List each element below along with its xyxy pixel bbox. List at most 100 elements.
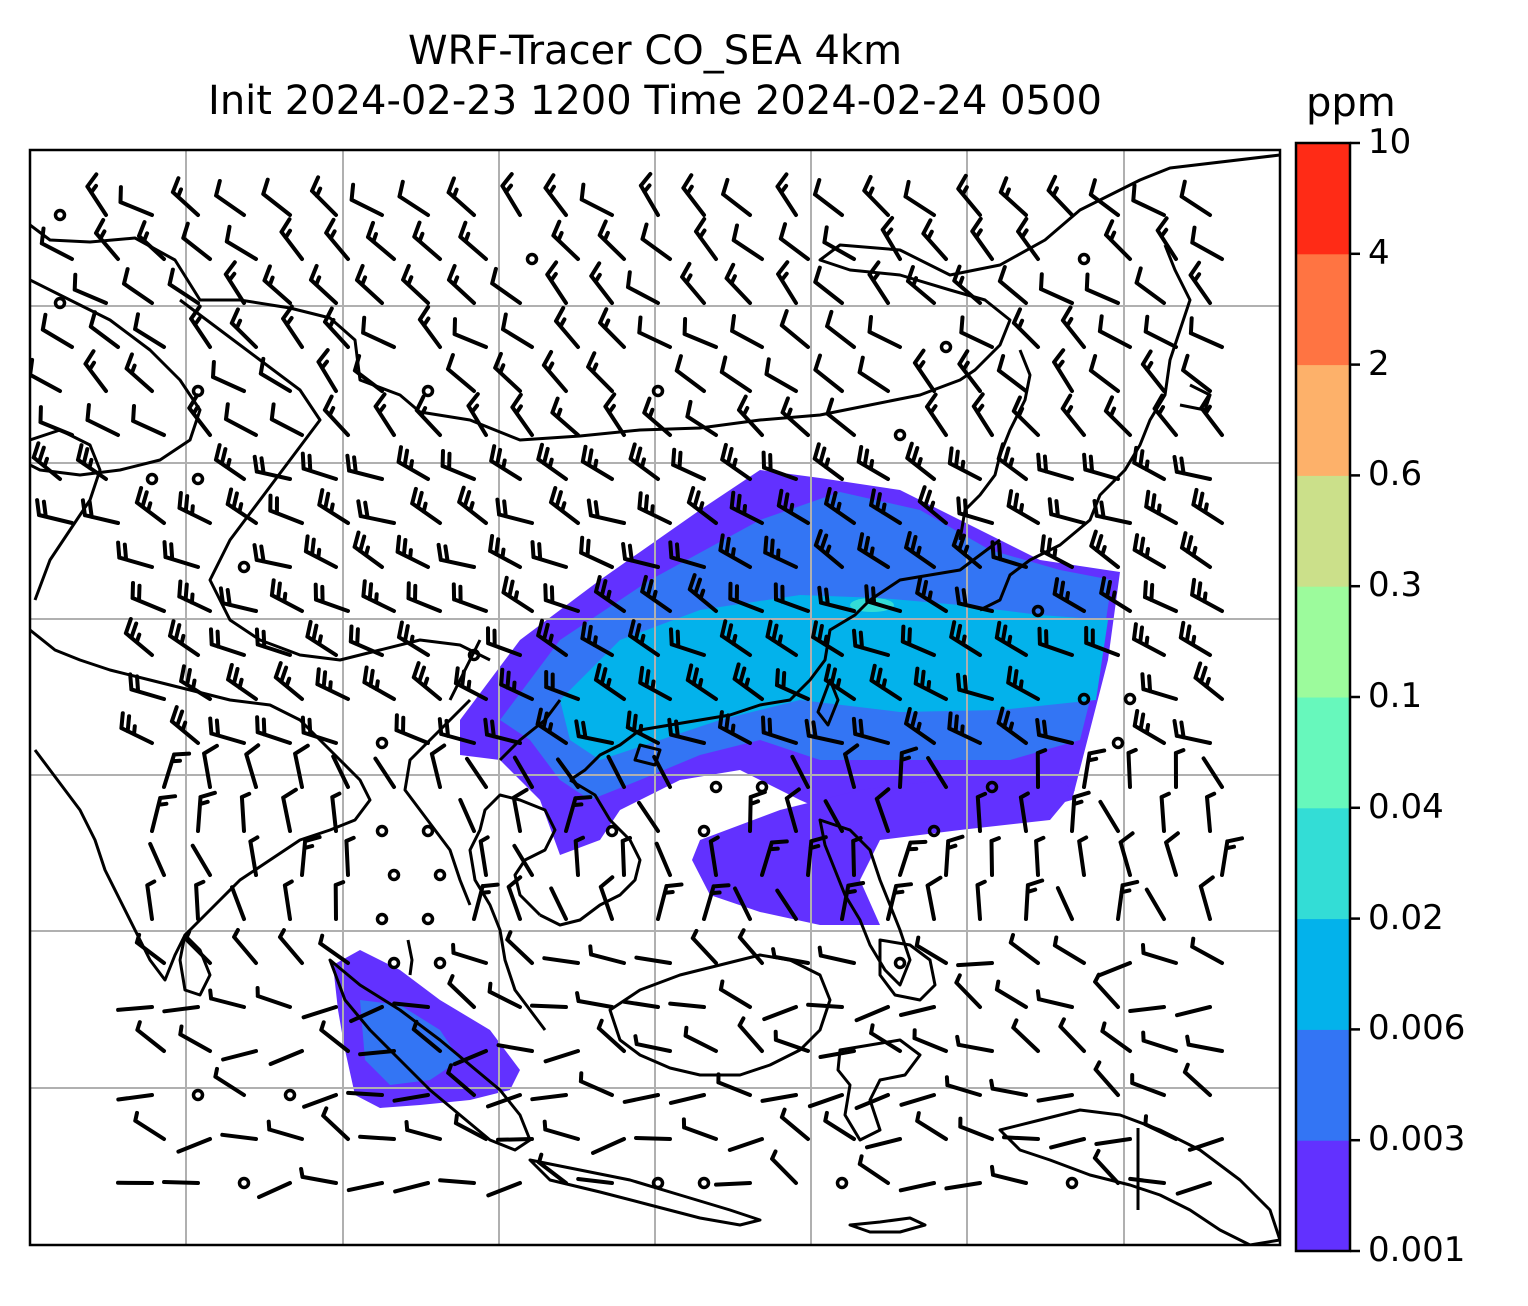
wind-barb <box>252 543 292 569</box>
wind-barb <box>162 1005 200 1014</box>
wind-barb <box>85 403 120 437</box>
wind-barb <box>652 754 672 789</box>
wind-barb <box>313 582 350 613</box>
wind-barb <box>331 754 350 789</box>
wind-barb <box>1144 887 1166 921</box>
wind-barb <box>1159 791 1171 833</box>
wind-barb <box>478 835 490 877</box>
wind-calm-circle <box>433 868 447 882</box>
wind-barb <box>817 585 856 613</box>
wind-barb <box>137 220 166 261</box>
colorbar-segment <box>1296 253 1350 366</box>
wind-barb <box>466 392 488 437</box>
wind-barb <box>31 441 62 481</box>
wind-barb <box>975 791 988 833</box>
colorbar-tick-label: 0.1 <box>1368 676 1423 716</box>
wind-barb <box>729 490 764 525</box>
wind-barb <box>348 624 384 657</box>
wind-barb <box>625 710 660 745</box>
wind-barb <box>823 1110 856 1141</box>
wind-barb <box>437 717 476 745</box>
wind-barb <box>779 1107 810 1141</box>
wind-barb <box>954 973 982 1009</box>
wind-barb <box>1088 354 1120 393</box>
wind-barb <box>530 540 568 569</box>
wind-calm-circle <box>1077 692 1091 706</box>
wind-barb <box>1094 1137 1132 1146</box>
wind-barb <box>1179 179 1212 217</box>
wind-barb <box>352 354 384 393</box>
wind-barb <box>899 1005 936 1017</box>
wind-barb <box>358 1134 396 1141</box>
wind-barb <box>997 265 1028 305</box>
wind-barb <box>255 715 292 745</box>
wind-barb <box>1188 316 1224 349</box>
wind-barb <box>501 312 534 349</box>
wind-barb <box>309 264 338 305</box>
coastline-china-south <box>569 538 1001 782</box>
wind-barb <box>628 442 660 481</box>
wind-barb <box>721 177 752 217</box>
wind-barb <box>915 1111 948 1141</box>
wind-barb <box>724 262 752 305</box>
wind-barb <box>989 836 1001 877</box>
wind-barb <box>451 582 488 613</box>
wind-barb <box>776 260 798 305</box>
wind-barb <box>541 350 568 393</box>
wind-barb <box>214 179 246 217</box>
wind-barb <box>1047 497 1086 525</box>
wind-barb <box>94 218 120 261</box>
wind-barb <box>501 575 534 613</box>
wind-barb <box>575 991 614 1009</box>
wind-barb <box>436 542 476 569</box>
coastline-vietnam <box>539 778 642 927</box>
wind-barb <box>1097 314 1132 349</box>
coastline-hainan <box>633 743 662 767</box>
wind-barb <box>1132 445 1166 481</box>
coastline-japan-2 <box>1179 383 1212 412</box>
wind-barb <box>446 176 476 217</box>
wind-barb <box>123 617 154 657</box>
wind-barb <box>1190 577 1224 613</box>
wind-barb <box>1036 452 1074 481</box>
tracer-plume <box>333 470 1120 1108</box>
wind-barb <box>588 944 626 965</box>
wind-barb <box>133 1110 166 1141</box>
wind-barb <box>554 306 580 349</box>
wind-barb <box>944 1075 982 1097</box>
wind-barb <box>811 620 844 657</box>
wind-barb <box>733 886 752 921</box>
wind-barb <box>683 1025 718 1053</box>
wind-barb <box>248 835 260 877</box>
wind-barb <box>1088 178 1120 217</box>
wind-barb <box>1185 1034 1224 1053</box>
wind-barb <box>668 1001 706 1009</box>
wind-barb <box>857 1154 890 1185</box>
wind-barb <box>998 176 1028 217</box>
wind-barb <box>396 445 430 481</box>
wind-barb <box>956 961 994 968</box>
wind-barb <box>397 620 430 657</box>
wind-barb <box>1132 533 1166 569</box>
wind-barb <box>324 217 350 261</box>
wind-barb <box>490 266 522 305</box>
wind-barb <box>579 182 614 217</box>
wind-calm-circle <box>697 1176 711 1190</box>
wind-barb <box>775 668 810 701</box>
wind-calm-circle <box>1077 252 1091 266</box>
wind-barb <box>944 1181 982 1191</box>
colorbar-unit-label: ppm <box>1306 80 1396 126</box>
wind-barb <box>806 835 828 877</box>
wind-barb <box>874 787 891 833</box>
coastline-sulawesi <box>836 1038 922 1142</box>
wind-barb <box>594 575 626 613</box>
wind-barb <box>417 305 442 349</box>
wind-barb <box>959 315 994 349</box>
wind-barb <box>994 979 1028 1009</box>
wind-barb <box>512 843 534 877</box>
wind-barb <box>804 718 844 745</box>
wind-barb <box>244 743 261 789</box>
wind-barb <box>472 882 500 921</box>
wind-barb <box>134 932 166 965</box>
wind-calm-circle <box>375 824 389 838</box>
